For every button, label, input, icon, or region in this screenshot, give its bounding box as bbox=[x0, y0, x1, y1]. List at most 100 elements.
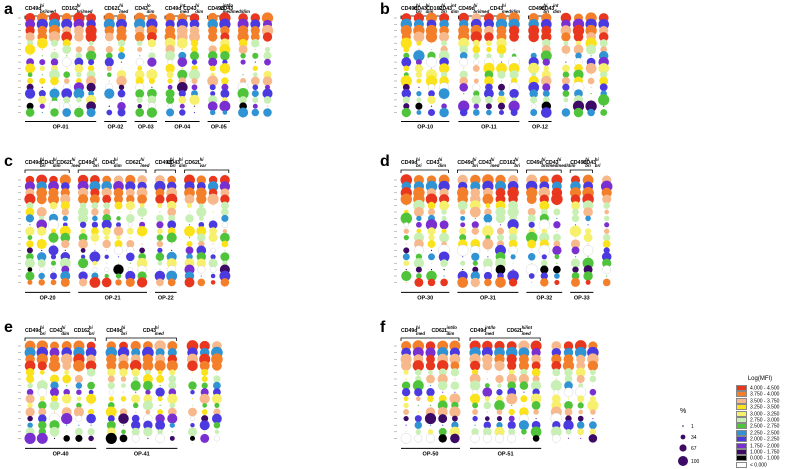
group-name: OP-51 bbox=[498, 451, 514, 457]
expression-bubble bbox=[134, 31, 145, 42]
expression-bubble bbox=[221, 208, 229, 216]
expression-bubble bbox=[403, 369, 409, 375]
column-tick: · bbox=[513, 116, 514, 120]
expression-bubble bbox=[252, 72, 258, 78]
expression-bubble bbox=[120, 67, 123, 69]
expression-bubble bbox=[472, 266, 479, 273]
expression-bubble bbox=[61, 208, 69, 216]
population-header: CD43 bbox=[583, 160, 596, 166]
expression-bubble bbox=[216, 371, 218, 373]
expression-bubble bbox=[101, 187, 112, 198]
expression-bubble bbox=[460, 215, 466, 221]
expression-bubble bbox=[25, 226, 35, 236]
expression-bubble bbox=[198, 216, 204, 221]
expression-bubble bbox=[50, 228, 57, 234]
population-header: CD49d bbox=[457, 160, 473, 166]
expression-bubble bbox=[426, 354, 435, 364]
expression-bubble bbox=[130, 340, 141, 352]
expression-bubble bbox=[496, 389, 503, 396]
group-name: OP-12 bbox=[532, 125, 548, 131]
expression-bubble bbox=[575, 52, 582, 60]
expression-bubble bbox=[400, 193, 412, 205]
expression-bubble bbox=[80, 228, 86, 234]
group-name: OP-32 bbox=[536, 295, 552, 301]
expression-bubble bbox=[137, 206, 148, 218]
expression-bubble bbox=[561, 76, 570, 86]
expression-bubble bbox=[551, 341, 562, 351]
expression-bubble bbox=[141, 217, 143, 219]
expression-bubble bbox=[587, 360, 599, 371]
expression-bubble bbox=[184, 194, 195, 205]
expression-bubble bbox=[63, 388, 70, 396]
expression-bubble bbox=[494, 433, 505, 443]
expression-bubble bbox=[139, 203, 145, 208]
expression-bubble bbox=[585, 100, 597, 112]
population-header-sup: hi bbox=[595, 157, 600, 162]
expression-bubble bbox=[539, 200, 550, 211]
population-header: CD43 bbox=[49, 328, 62, 334]
expression-bubble bbox=[400, 75, 412, 87]
expression-bubble bbox=[199, 420, 210, 431]
expression-bubble bbox=[178, 95, 187, 104]
expression-bubble bbox=[155, 194, 165, 204]
expression-bubble bbox=[60, 270, 71, 282]
expression-bubble bbox=[188, 381, 197, 390]
expression-bubble bbox=[428, 234, 435, 241]
expression-bubble bbox=[439, 232, 450, 243]
expression-bubble bbox=[120, 396, 127, 402]
population-header-sub: med/dim bbox=[232, 9, 250, 14]
expression-bubble bbox=[403, 260, 410, 267]
expression-bubble bbox=[27, 72, 33, 78]
expression-bubble bbox=[24, 44, 36, 55]
column-tick: · bbox=[106, 285, 107, 289]
column-tick: · bbox=[189, 285, 190, 289]
expression-bubble bbox=[88, 389, 94, 395]
expression-bubble bbox=[209, 65, 216, 72]
expression-bubble bbox=[454, 378, 456, 380]
population-header-sub: bri/med bbox=[541, 163, 557, 168]
expression-bubble bbox=[191, 404, 194, 406]
expression-bubble bbox=[105, 52, 113, 60]
legend-swatch bbox=[736, 417, 747, 423]
column-tick: · bbox=[405, 285, 406, 289]
expression-bubble bbox=[472, 415, 478, 422]
expression-bubble bbox=[219, 100, 231, 112]
size-legend-dot bbox=[678, 456, 688, 466]
expression-bubble bbox=[126, 240, 135, 248]
expression-bubble bbox=[75, 46, 83, 53]
expression-bubble bbox=[403, 103, 410, 110]
expression-bubble bbox=[62, 45, 72, 54]
expression-bubble bbox=[207, 51, 218, 61]
expression-bubble bbox=[573, 44, 584, 55]
expression-bubble bbox=[135, 58, 144, 66]
expression-bubble bbox=[471, 95, 482, 105]
population-header-sub: med bbox=[490, 163, 499, 168]
expression-bubble bbox=[219, 270, 231, 282]
expression-bubble bbox=[38, 95, 47, 105]
expression-bubble bbox=[437, 380, 448, 391]
population-header-sub: med bbox=[485, 331, 494, 336]
expression-bubble bbox=[577, 415, 584, 422]
expression-bubble bbox=[415, 59, 422, 66]
expression-bubble bbox=[193, 111, 196, 114]
population-header-sub: dim bbox=[553, 9, 561, 14]
expression-bubble bbox=[457, 200, 468, 211]
expression-bubble bbox=[159, 404, 161, 406]
expression-bubble bbox=[107, 375, 115, 383]
expression-bubble bbox=[74, 374, 83, 384]
expression-bubble bbox=[405, 431, 407, 433]
expression-bubble bbox=[219, 63, 231, 74]
legend-label: 3.250 - 3.500 bbox=[750, 404, 780, 411]
expression-bubble bbox=[142, 360, 154, 372]
expression-bubble bbox=[436, 360, 449, 372]
expression-bubble bbox=[39, 103, 45, 109]
expression-bubble bbox=[416, 215, 422, 222]
expression-bubble bbox=[191, 378, 194, 380]
expression-bubble bbox=[429, 385, 432, 387]
population-header: CD49d bbox=[401, 6, 417, 12]
expression-bubble bbox=[564, 401, 573, 410]
expression-bubble bbox=[438, 434, 447, 443]
expression-bubble bbox=[191, 77, 198, 85]
expression-bubble bbox=[49, 387, 60, 397]
expression-bubble bbox=[427, 429, 434, 435]
